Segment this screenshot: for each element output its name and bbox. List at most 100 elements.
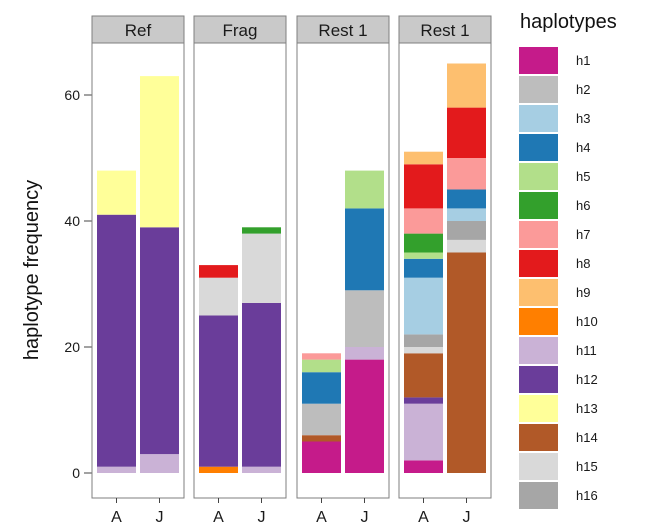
legend-swatch — [519, 221, 558, 248]
y-tick-label: 0 — [72, 465, 80, 481]
legend-label: h4 — [576, 140, 590, 155]
bar-segment-h7 — [302, 353, 341, 360]
legend-swatch — [519, 192, 558, 219]
legend-item: h1 — [519, 47, 590, 74]
legend-item: h15 — [519, 453, 598, 480]
legend-label: h16 — [576, 488, 598, 503]
bar-segment-h11 — [97, 466, 136, 473]
legend-item: h5 — [519, 163, 590, 190]
legend-item: h2 — [519, 76, 590, 103]
bar-segment-h8 — [447, 107, 486, 158]
bar-segment-h12 — [140, 227, 179, 455]
legend-item: h4 — [519, 134, 590, 161]
bar-segment-h12 — [242, 302, 281, 467]
bar-segment-h6 — [242, 227, 281, 234]
legend-label: h10 — [576, 314, 598, 329]
legend-label: h2 — [576, 82, 590, 97]
bar-segment-h1 — [345, 359, 384, 473]
legend-item: h12 — [519, 366, 598, 393]
legend-swatch — [519, 482, 558, 509]
legend-label: h13 — [576, 401, 598, 416]
legend-swatch — [519, 279, 558, 306]
facet-strip — [296, 15, 390, 44]
legend-label: h14 — [576, 430, 598, 445]
legend-item: h6 — [519, 192, 590, 219]
facet-panel: Rest 1 A J — [398, 15, 492, 526]
bar-segment-h3 — [404, 277, 443, 335]
legend-swatch — [519, 47, 558, 74]
legend-item: h3 — [519, 105, 590, 132]
x-tick-label: J — [156, 509, 164, 526]
bar-segment-h12 — [97, 214, 136, 467]
bar-segment-h16 — [404, 334, 443, 347]
bar-segment-h13 — [140, 76, 179, 228]
legend-swatch — [519, 395, 558, 422]
legend-swatch — [519, 424, 558, 451]
legend-label: h3 — [576, 111, 590, 126]
bar-segment-h7 — [447, 158, 486, 190]
bar-segment-h1 — [404, 460, 443, 473]
y-tick-label: 40 — [64, 213, 80, 229]
facet-strip-label: Rest 1 — [420, 21, 469, 40]
y-tick-label: 20 — [64, 339, 80, 355]
bar-segment-h11 — [140, 454, 179, 473]
legend-swatch — [519, 76, 558, 103]
legend-label: h15 — [576, 459, 598, 474]
bar-segment-h12 — [199, 315, 238, 467]
legend-item: h14 — [519, 424, 598, 451]
y-axis-title: haplotype frequency — [21, 180, 43, 360]
bar-segment-h15 — [242, 233, 281, 303]
x-tick-label: A — [418, 509, 429, 526]
bar-segment-h15 — [447, 239, 486, 253]
bar-segment-h2 — [302, 403, 341, 436]
bar-segment-h4 — [404, 258, 443, 278]
bar-segment-h14 — [447, 252, 486, 473]
legend-label: h8 — [576, 256, 590, 271]
legend-swatch — [519, 250, 558, 277]
legend-swatch — [519, 366, 558, 393]
bar-segment-h14 — [302, 435, 341, 442]
facet-strip-label: Frag — [223, 21, 258, 40]
legend-swatch — [519, 105, 558, 132]
bar-segment-h13 — [97, 170, 136, 215]
bar-segment-h16 — [447, 221, 486, 240]
legend-item: h16 — [519, 482, 598, 509]
bar-segment-h7 — [404, 208, 443, 234]
bar-segment-h11 — [404, 403, 443, 461]
legend-swatch — [519, 163, 558, 190]
bar-segment-h15 — [404, 347, 443, 354]
x-tick-label: J — [361, 509, 369, 526]
legend-label: h1 — [576, 53, 590, 68]
x-tick-label: A — [316, 509, 327, 526]
bar-segment-h3 — [447, 208, 486, 221]
legend: h1 h2 h3 h4 h5 h6 h7 h8 h9 h10 h11 h12 h13 h14 h15 h16 — [519, 47, 598, 509]
bar-segment-h8 — [404, 164, 443, 209]
x-tick-label: A — [213, 509, 224, 526]
legend-label: h9 — [576, 285, 590, 300]
facet-panel: Ref A J — [91, 15, 185, 526]
legend-swatch — [519, 134, 558, 161]
bar-segment-h5 — [302, 359, 341, 373]
facet-panel: Rest 1 A J — [296, 15, 390, 526]
bar-segment-h9 — [447, 63, 486, 108]
legend-label: h6 — [576, 198, 590, 213]
facet-strip — [91, 15, 185, 44]
legend-title: haplotypes — [520, 11, 617, 33]
legend-label: h5 — [576, 169, 590, 184]
bar-segment-h6 — [404, 233, 443, 253]
bar-segment-h5 — [404, 252, 443, 259]
bar-segment-h9 — [404, 151, 443, 165]
bar-segment-h8 — [199, 265, 238, 278]
legend-item: h8 — [519, 250, 590, 277]
facet-strip-label: Rest 1 — [318, 21, 367, 40]
bar-segment-h14 — [404, 353, 443, 398]
bar-segment-h11 — [242, 466, 281, 473]
bar-segment-h11 — [345, 347, 384, 360]
legend-label: h11 — [576, 343, 597, 358]
facet-strip — [398, 15, 492, 44]
bar-segment-h15 — [199, 277, 238, 316]
facet-panels: Ref A J Frag A J Rest 1 A J Rest 1 A J — [91, 15, 492, 526]
bar-segment-h5 — [345, 170, 384, 209]
legend-label: h7 — [576, 227, 590, 242]
legend-swatch — [519, 453, 558, 480]
